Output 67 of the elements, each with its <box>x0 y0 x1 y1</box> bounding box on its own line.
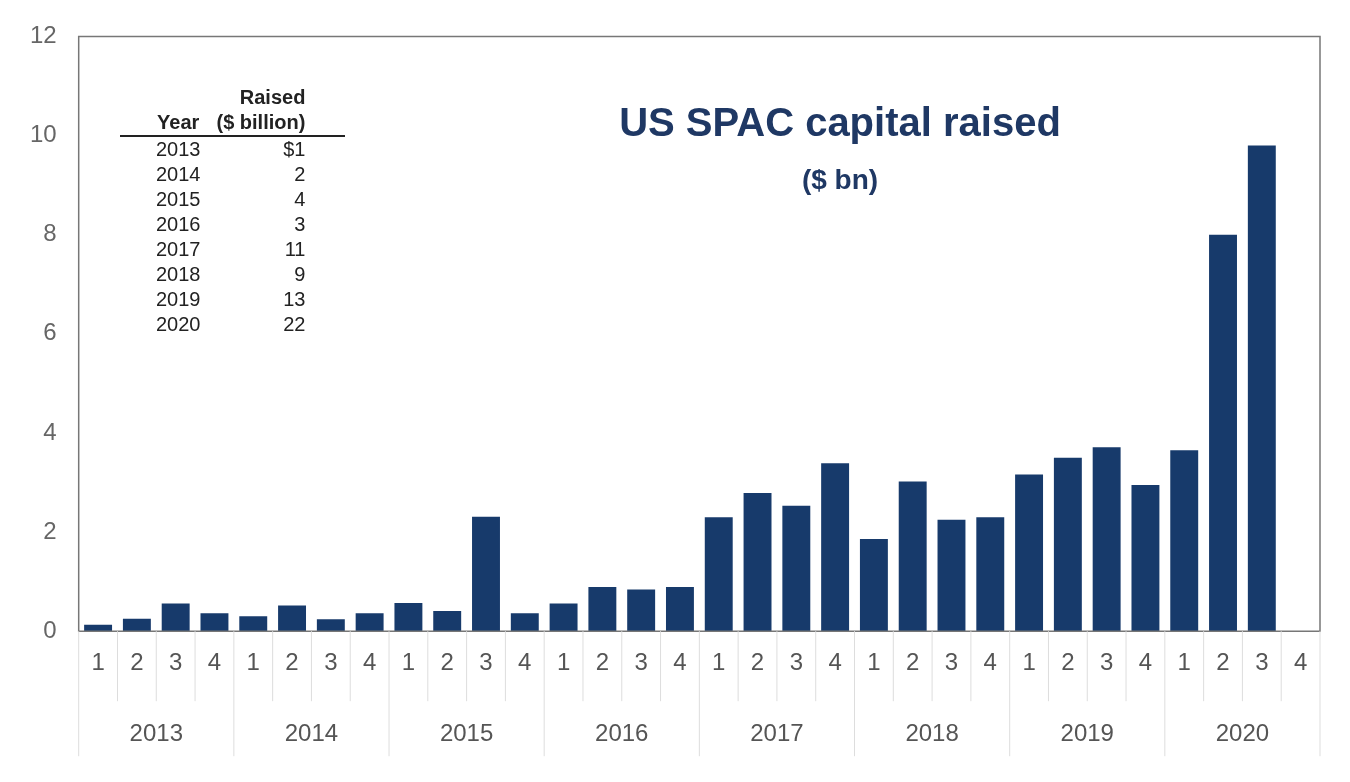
x-tick-label: 3 <box>1255 648 1269 676</box>
y-tick-label: 10 <box>29 120 57 148</box>
x-tick-label: 3 <box>789 648 803 676</box>
x-tick-label: 1 <box>1022 648 1036 676</box>
x-tick-label: 1 <box>401 648 416 676</box>
x-tick-label: 1 <box>556 648 571 676</box>
x-tick-label: 4 <box>1138 648 1153 676</box>
x-tick-label: 1 <box>1177 648 1191 676</box>
annotation: 2018 <box>155 262 202 287</box>
annotation: 2019 <box>155 287 202 312</box>
text: 2013 <box>129 718 183 746</box>
x-tick-label: 2 <box>1216 648 1230 676</box>
annotation: 2 <box>293 162 307 187</box>
x-tick-label: 4 <box>828 648 842 676</box>
x-tick-label: 2 <box>595 648 610 676</box>
text: 2020 <box>1215 718 1270 746</box>
text: 2016 <box>595 718 649 746</box>
x-tick-label: 3 <box>1099 648 1114 676</box>
text: 2019 <box>1060 718 1114 746</box>
annotation: 3 <box>293 212 307 237</box>
annotation: 2014 <box>155 162 202 187</box>
text: ($ bn) <box>800 164 880 196</box>
annotation: Year <box>120 85 209 136</box>
x-tick-label: 4 <box>983 648 997 676</box>
annotation: 2015 <box>155 187 202 212</box>
annotation: 9 <box>293 262 307 287</box>
annotation: 2016 <box>155 212 202 237</box>
x-tick-label: 2 <box>285 648 299 676</box>
text: US SPAC capital raised <box>618 100 1062 145</box>
y-tick-label: 2 <box>43 516 57 544</box>
x-tick-label: 4 <box>673 648 687 676</box>
text: 2015 <box>439 718 494 746</box>
x-tick-label: 3 <box>944 648 959 676</box>
text: 2014 <box>284 718 339 746</box>
y-tick-label: 0 <box>43 615 57 643</box>
x-tick-label: 2 <box>130 648 144 676</box>
x-tick-label: 1 <box>867 648 881 676</box>
x-tick-label: 4 <box>362 648 377 676</box>
text: 2017 <box>750 718 804 746</box>
annotation: 2017 <box>155 237 202 262</box>
annotation: Raised ($ billion) <box>208 85 346 136</box>
x-tick-label: 1 <box>712 648 726 676</box>
annotation: 4 <box>293 187 307 212</box>
x-tick-label: 2 <box>906 648 920 676</box>
x-tick-label: 1 <box>91 648 105 676</box>
x-tick-label: 2 <box>440 648 454 676</box>
annotation: $1 <box>282 137 307 162</box>
annotation: 11 <box>283 237 307 262</box>
y-tick-label: 6 <box>43 318 57 346</box>
annotation: 13 <box>282 287 307 312</box>
y-tick-label: 12 <box>29 21 57 49</box>
annotation: 22 <box>282 312 307 337</box>
y-tick-label: 8 <box>43 219 57 247</box>
x-tick-label: 4 <box>518 648 532 676</box>
y-tick-label: 4 <box>43 417 57 445</box>
x-tick-label: 1 <box>246 648 260 676</box>
x-tick-label: 4 <box>207 648 222 676</box>
x-tick-label: 3 <box>324 648 338 676</box>
x-tick-label: 2 <box>750 648 765 676</box>
x-tick-label: 4 <box>1293 648 1308 676</box>
annotation: 2013 <box>155 137 202 162</box>
annotation: 2020 <box>155 312 202 337</box>
x-tick-label: 2 <box>1061 648 1075 676</box>
x-tick-label: 3 <box>168 648 183 676</box>
x-tick-label: 3 <box>634 648 648 676</box>
x-tick-label: 3 <box>479 648 493 676</box>
text: 2018 <box>905 718 959 746</box>
